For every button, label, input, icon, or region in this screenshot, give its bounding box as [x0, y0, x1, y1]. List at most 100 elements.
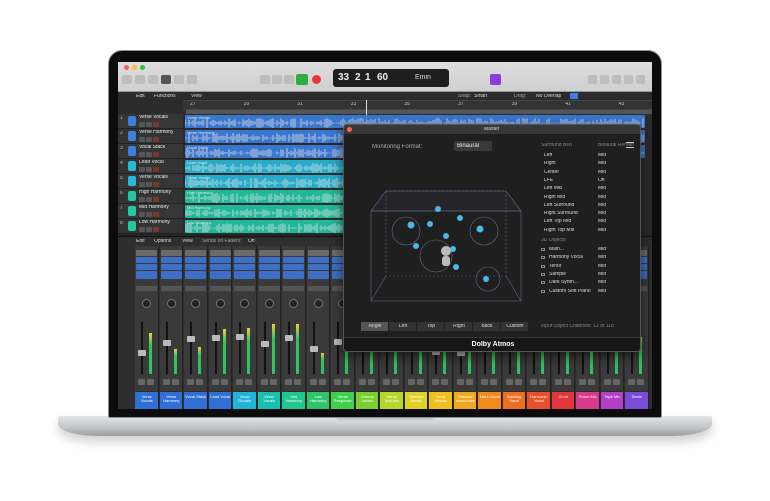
- lcd-key: Emin: [415, 74, 431, 81]
- object-value: Mid: [598, 280, 607, 286]
- solo-button: [514, 379, 522, 385]
- track-button: [139, 197, 145, 202]
- object-name: Sample: [549, 271, 566, 277]
- track-number: 8: [120, 221, 123, 226]
- object-icon: [541, 281, 545, 285]
- track-button: [146, 227, 152, 232]
- fader-track: [239, 322, 241, 374]
- plugin-slot: [332, 271, 353, 279]
- track-name: Verse Harmony: [139, 130, 174, 135]
- level-meter: [516, 332, 520, 374]
- channel-name: Verse Harmony: [159, 392, 183, 409]
- channel-name-text: Hear Vocals: [434, 395, 447, 403]
- channel-strip: [306, 246, 330, 391]
- track-button: [153, 212, 159, 217]
- track-button: [139, 212, 145, 217]
- view-tab[interactable]: Right: [445, 322, 473, 331]
- view-tab-label: Custom: [506, 324, 524, 329]
- track-button: [153, 197, 159, 202]
- channel-strip: [184, 246, 208, 391]
- waveform: [185, 118, 644, 128]
- lcd-bar: 33: [338, 73, 350, 83]
- channel-name: Lead Vocal: [208, 392, 232, 409]
- view-tab[interactable]: Custom: [501, 322, 529, 331]
- plugin-slot: [136, 257, 157, 263]
- window-button: [132, 65, 137, 70]
- level-meter: [271, 324, 275, 374]
- channel-name: Stacked Vocals: [404, 392, 428, 409]
- panner-view: [370, 190, 522, 302]
- track-header: 3 Vocal Stack: [118, 144, 183, 159]
- toolbar: 33 2 1 60 Emin: [118, 62, 652, 92]
- solo-button: [563, 379, 571, 385]
- channel-name: Harmonic Vocal: [527, 392, 551, 409]
- lcd-division: 1: [365, 73, 371, 83]
- channel-name: Mark Vocal: [478, 392, 502, 409]
- channel-strip: [135, 246, 159, 391]
- plugin-slot: [307, 271, 329, 279]
- drag-value: No Overlap: [536, 94, 562, 99]
- plugin-slot: [160, 250, 182, 256]
- track-number: 6: [120, 191, 123, 196]
- channel-name-text: Stacked Harmonies: [455, 395, 475, 403]
- channel-name-text: Tape Mic: [604, 395, 621, 399]
- lcd-display: 33 2 1 60 Emin: [333, 69, 449, 87]
- mute-button: [309, 379, 317, 385]
- mute-button: [530, 379, 537, 385]
- channels-note: Input Object Channels: 12 of 118: [541, 324, 614, 329]
- view-tab[interactable]: Left: [389, 322, 417, 331]
- level-meter: [222, 328, 226, 374]
- list-header: Surround Bed: [541, 143, 572, 148]
- mute-button: [383, 379, 390, 385]
- channel-name-text: Room Mic: [578, 395, 597, 399]
- solo-button: [490, 379, 497, 385]
- track-icon: [128, 161, 136, 171]
- plugin-slot: [209, 264, 231, 270]
- channel-name-text: Harmonic Vocal: [530, 395, 548, 403]
- object-value: Mid: [598, 263, 607, 269]
- view-tab[interactable]: Angle: [361, 322, 389, 331]
- channel-strip: [282, 246, 306, 391]
- track-button: [153, 152, 159, 157]
- object-value: Mid: [598, 288, 607, 294]
- mute-button: [285, 379, 292, 385]
- plugin-slot: [307, 250, 329, 256]
- track-name: Verse Vocals: [139, 115, 168, 120]
- view-tab[interactable]: Top: [417, 322, 445, 331]
- pan-knob: [289, 299, 298, 308]
- channel-strip: [257, 246, 281, 391]
- solo-button: [637, 379, 644, 385]
- region-name: Verse Vocals: [187, 176, 211, 180]
- level-meter: [198, 346, 201, 374]
- solo-button: [367, 379, 375, 385]
- view-tab-label: Left: [398, 324, 408, 329]
- track-icon: [128, 131, 136, 141]
- plugin-slot: [332, 264, 353, 270]
- object-icon: [541, 264, 545, 268]
- mute-button: [505, 379, 513, 385]
- channel-name: Verse Textures: [380, 392, 404, 409]
- plugin-slot: [234, 264, 255, 270]
- toolbar-button: [135, 75, 145, 84]
- toolbar-button: [636, 75, 645, 84]
- transport-button: [284, 75, 294, 84]
- level-meter: [296, 324, 299, 374]
- track-icon: [128, 116, 136, 126]
- level-meter: [173, 348, 177, 374]
- track-button: [146, 212, 152, 217]
- track-name: Verse Vocals: [139, 175, 168, 180]
- track-header: 5 Verse Vocals: [118, 174, 183, 189]
- mute-button: [138, 379, 145, 385]
- channel-name: Choir: [551, 392, 575, 409]
- fader-cap: [456, 349, 465, 356]
- fader-track: [141, 322, 143, 374]
- view-tab-label: Top: [426, 324, 436, 329]
- solo-button: [588, 379, 595, 385]
- level-meter: [541, 341, 544, 374]
- object-value: Mid: [598, 271, 607, 277]
- bed-name: Left Surround: [544, 202, 575, 208]
- level-meter: [639, 336, 642, 374]
- fader-track: [288, 322, 290, 374]
- view-tab[interactable]: Back: [473, 322, 501, 331]
- fader-cap: [236, 334, 244, 341]
